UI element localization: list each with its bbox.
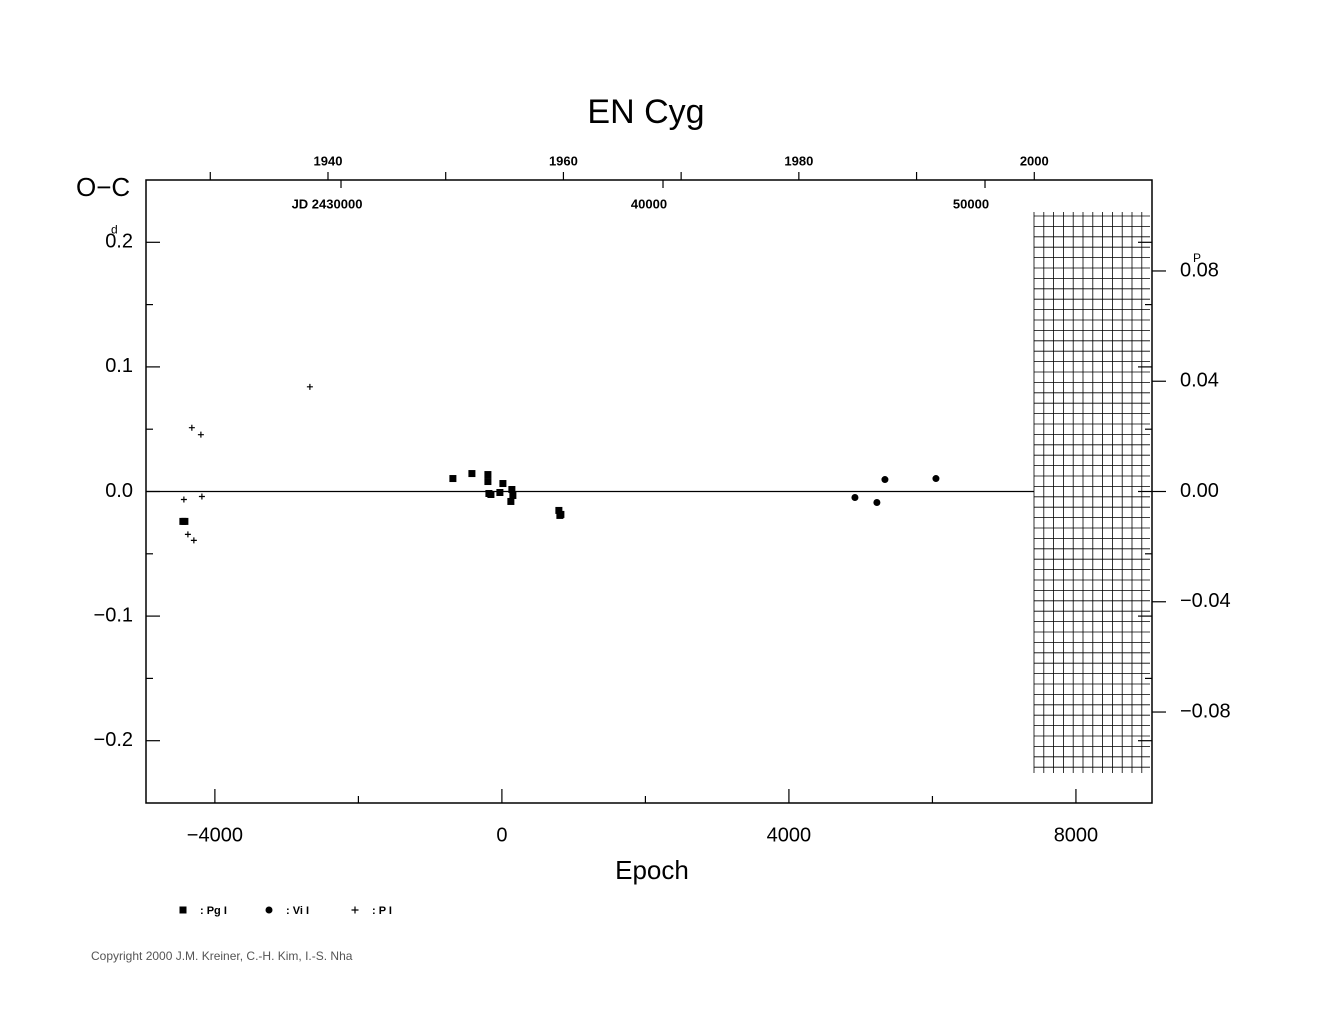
data-point bbox=[556, 511, 564, 519]
legend-label: : Pg I bbox=[200, 905, 227, 917]
x3-tick-label: 40000 bbox=[631, 196, 667, 211]
y-axis-label: O−C bbox=[76, 172, 130, 202]
x3-tick-label: 50000 bbox=[953, 196, 989, 211]
data-point bbox=[188, 424, 195, 431]
x-tick-label: 4000 bbox=[767, 824, 812, 846]
data-point bbox=[499, 480, 507, 488]
x-tick-label: 0 bbox=[496, 824, 507, 846]
legend-marker bbox=[265, 906, 273, 914]
data-point bbox=[873, 498, 881, 506]
x-tick-label: 8000 bbox=[1054, 824, 1099, 846]
data-point bbox=[190, 537, 197, 544]
y2-tick-label: 0.04 bbox=[1180, 370, 1219, 392]
legend-marker bbox=[351, 906, 359, 914]
data-point bbox=[306, 383, 313, 390]
data-point bbox=[487, 490, 495, 498]
x2-tick-label: 2000 bbox=[1020, 153, 1049, 168]
data-point bbox=[468, 470, 476, 478]
data-point bbox=[484, 478, 492, 486]
y-tick-label: 0.0 bbox=[105, 480, 133, 502]
data-point bbox=[881, 476, 889, 484]
legend-label: : Vi I bbox=[286, 905, 309, 917]
data-point bbox=[851, 493, 859, 501]
x2-tick-label: 1960 bbox=[549, 153, 578, 168]
x2-tick-label: 1980 bbox=[784, 153, 813, 168]
y-tick-label: −0.1 bbox=[94, 604, 133, 626]
data-point bbox=[496, 488, 504, 496]
y2-tick-label: 0.00 bbox=[1180, 480, 1219, 502]
x-axis-label: Epoch bbox=[615, 855, 689, 885]
data-point bbox=[555, 506, 563, 514]
data-point bbox=[932, 475, 940, 483]
copyright: Copyright 2000 J.M. Kreiner, C.-H. Kim, … bbox=[91, 949, 353, 963]
data-point bbox=[197, 431, 204, 438]
data-point bbox=[181, 517, 189, 525]
y-tick-label: 0.1 bbox=[105, 355, 133, 377]
legend-label: : P I bbox=[372, 905, 392, 917]
data-point bbox=[508, 486, 516, 494]
x2-tick-label: 1940 bbox=[314, 153, 343, 168]
y-unit: d bbox=[111, 222, 118, 236]
y2-unit: P bbox=[1193, 251, 1201, 265]
y-tick-label: −0.2 bbox=[94, 729, 133, 751]
data-point bbox=[507, 497, 515, 505]
y2-tick-label: −0.04 bbox=[1180, 590, 1231, 612]
y2-tick-label: 0.08 bbox=[1180, 259, 1219, 281]
y-tick-label: 0.2 bbox=[105, 231, 133, 253]
data-point bbox=[449, 475, 457, 483]
y2-tick-label: −0.08 bbox=[1180, 700, 1231, 722]
data-point bbox=[509, 491, 517, 499]
data-point bbox=[180, 496, 187, 503]
x3-tick-label: JD 2430000 bbox=[292, 196, 363, 211]
data-point bbox=[198, 493, 205, 500]
data-point bbox=[484, 471, 492, 479]
legend-marker bbox=[179, 906, 187, 914]
x-tick-label: −4000 bbox=[187, 824, 243, 846]
chart-title: EN Cyg bbox=[587, 93, 704, 131]
data-point bbox=[184, 531, 191, 538]
